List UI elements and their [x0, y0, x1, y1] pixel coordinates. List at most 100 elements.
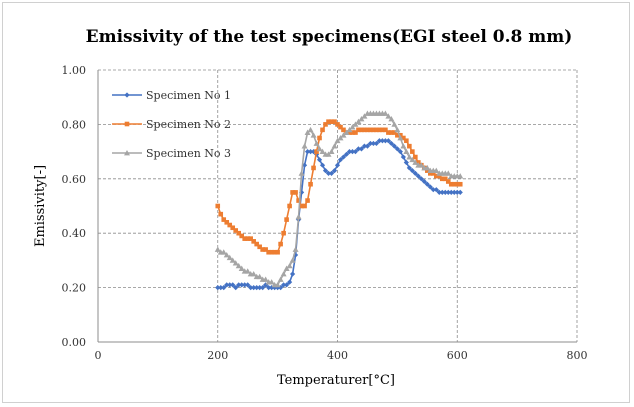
data-point [364, 143, 371, 149]
data-point [233, 285, 239, 291]
data-point [268, 279, 275, 285]
data-point [245, 282, 251, 288]
legend-marker [124, 92, 130, 98]
data-point [251, 285, 257, 291]
data-point [316, 157, 323, 163]
data-point [352, 149, 359, 155]
data-point [352, 121, 359, 127]
y-tick-label: 0.20 [62, 282, 87, 295]
data-point [260, 285, 266, 291]
data-point [331, 168, 338, 174]
data-point [386, 130, 391, 135]
data-point [385, 113, 392, 119]
data-point [229, 257, 236, 263]
data-point [407, 143, 412, 149]
data-point [451, 181, 457, 187]
series-3 [214, 110, 464, 288]
legend-label: Specimen No 1 [146, 89, 231, 102]
data-point [445, 170, 452, 176]
data-point [316, 145, 323, 152]
data-point [409, 168, 415, 174]
data-point [328, 148, 335, 154]
data-point [457, 181, 463, 187]
data-point [382, 110, 389, 116]
data-point [424, 181, 430, 187]
data-point [439, 176, 445, 182]
data-point [274, 281, 281, 288]
series-1 [215, 138, 463, 291]
data-point [325, 170, 332, 176]
data-point [358, 146, 365, 152]
data-point [308, 181, 313, 187]
data-point [290, 190, 295, 195]
data-point [433, 187, 439, 193]
data-point [248, 285, 254, 291]
data-point [385, 138, 391, 144]
data-point [277, 276, 284, 282]
y-tick-label: 0.40 [62, 227, 87, 240]
data-point [311, 165, 316, 171]
data-point [292, 246, 299, 252]
y-tick-label: 0.80 [62, 118, 87, 131]
data-point [281, 230, 286, 236]
data-point [235, 262, 242, 269]
data-point [371, 127, 376, 133]
data-point [361, 143, 368, 149]
data-point [322, 168, 329, 174]
data-point [412, 159, 419, 165]
data-point [254, 241, 259, 247]
data-point [278, 241, 283, 247]
data-point [428, 171, 433, 176]
data-point [389, 130, 394, 135]
data-point [281, 282, 287, 288]
data-point [218, 211, 224, 217]
series-2 [215, 119, 463, 255]
data-point [220, 249, 227, 255]
data-point [314, 149, 319, 154]
data-point [230, 282, 236, 288]
data-point [244, 268, 251, 274]
data-point [409, 156, 416, 163]
x-tick-label: 200 [207, 349, 228, 362]
data-point [448, 189, 454, 195]
data-point [439, 189, 445, 195]
data-point [304, 129, 311, 135]
data-point [403, 148, 410, 154]
data-point [301, 143, 308, 149]
data-point [260, 247, 265, 252]
data-point [391, 121, 398, 127]
legend-entry-3: Specimen No 3 [112, 147, 231, 160]
data-point [334, 162, 341, 168]
data-point [305, 198, 310, 203]
data-point [238, 265, 245, 271]
data-point [424, 164, 431, 171]
data-point [380, 127, 385, 133]
data-point [413, 154, 418, 160]
legend-label: Specimen No 3 [146, 147, 231, 160]
data-point [280, 271, 287, 277]
data-point [367, 140, 374, 147]
data-point [233, 228, 239, 233]
data-point [215, 203, 221, 209]
data-point [257, 244, 262, 250]
data-point [239, 282, 245, 288]
data-point [214, 246, 221, 252]
data-point [227, 282, 233, 288]
data-point [448, 181, 454, 187]
data-point [353, 130, 358, 135]
data-point [278, 285, 284, 291]
data-point [425, 168, 430, 173]
data-point [373, 140, 380, 147]
data-point [319, 148, 326, 154]
data-point [310, 132, 317, 138]
series-group [214, 110, 464, 291]
grid [98, 69, 578, 342]
data-point [346, 149, 353, 155]
data-point [397, 149, 403, 155]
x-tick-label: 400 [327, 349, 348, 362]
data-point [302, 203, 307, 209]
data-point [359, 127, 364, 133]
data-point [370, 140, 377, 147]
data-point [328, 170, 335, 176]
